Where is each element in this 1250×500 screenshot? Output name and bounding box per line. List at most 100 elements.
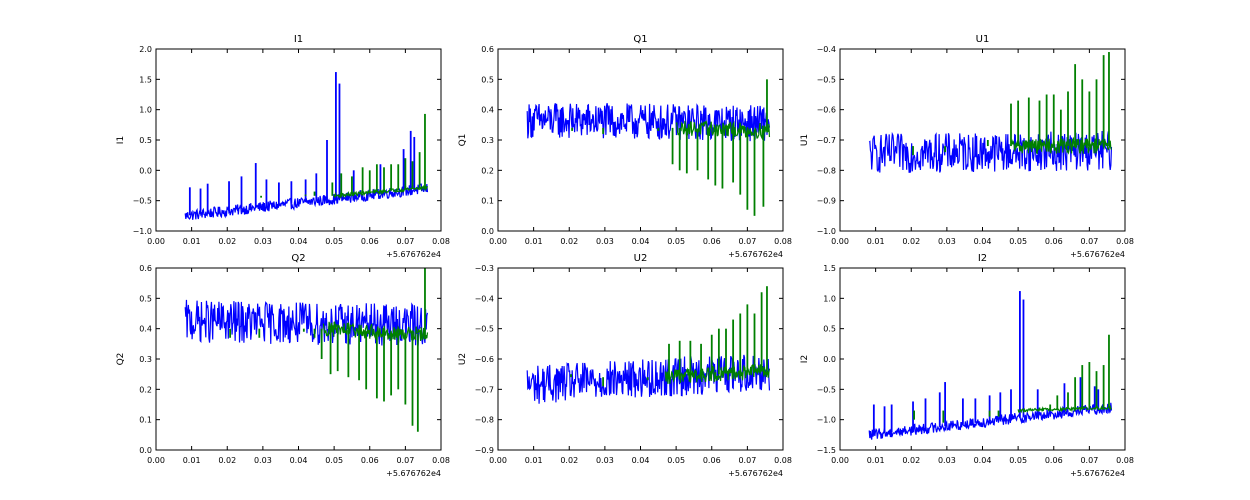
x-tick-label: 0.00	[147, 237, 165, 246]
x-tick-label: 0.00	[831, 456, 849, 465]
x-tick-label: 0.05	[1009, 237, 1027, 246]
x-tick-label: 0.08	[432, 456, 450, 465]
x-tick-label: 0.02	[560, 237, 578, 246]
x-tick-label: 0.00	[831, 237, 849, 246]
y-tick-label: −1.0	[817, 227, 836, 236]
x-tick-label: 0.01	[183, 237, 201, 246]
y-tick-label: −0.3	[475, 264, 494, 273]
x-tick-label: 0.00	[489, 237, 507, 246]
axes-frame	[839, 267, 1126, 451]
x-tick-label: 0.08	[1116, 237, 1134, 246]
plot-area	[526, 286, 771, 404]
y-tick-label: −0.5	[475, 325, 494, 334]
x-tick-label: 0.02	[218, 456, 236, 465]
y-tick-label: 0.6	[481, 45, 494, 54]
x-axis-offset-label: +5.676762e4	[728, 469, 783, 478]
x-tick-label: 0.00	[147, 456, 165, 465]
series-green-line	[664, 364, 771, 384]
chart-title: I2	[978, 253, 987, 264]
plot-area	[868, 291, 1113, 440]
panel-q1: 0.00 0.01 0.02 0.03 0.04 0.05 0.06 0.07 0.08 0.0 0…	[458, 34, 792, 259]
x-tick-label: 0.07	[396, 237, 414, 246]
y-axis-label: Q1	[458, 134, 468, 147]
y-tick-label: −0.6	[475, 355, 494, 364]
x-axis-offset-label: +5.676762e4	[386, 250, 441, 259]
panel-i2: 0.00 0.01 0.02 0.03 0.04 0.05 0.06 0.07 0.08 −1.5…	[800, 253, 1134, 478]
series-blue-line	[526, 354, 771, 404]
y-tick-label: 0.3	[139, 355, 152, 364]
x-tick-label: 0.04	[290, 456, 308, 465]
y-axis-label: U2	[458, 353, 468, 365]
y-tick-label: −0.8	[817, 166, 836, 175]
y-tick-label: 1.0	[823, 294, 836, 303]
y-tick-label: 0.2	[481, 166, 494, 175]
y-tick-label: 0.4	[139, 325, 152, 334]
x-tick-label: 0.03	[596, 456, 614, 465]
x-tick-label: 0.04	[632, 456, 650, 465]
x-tick-label: 0.06	[1045, 456, 1063, 465]
x-tick-label: 0.05	[667, 237, 685, 246]
series-blue-line	[184, 299, 429, 346]
x-tick-label: 0.03	[938, 237, 956, 246]
y-tick-label: 0.5	[481, 75, 494, 84]
plot-area	[184, 72, 429, 220]
series-blue-line	[526, 103, 771, 142]
y-tick-label: −1.5	[817, 446, 836, 455]
x-tick-label: 0.08	[432, 237, 450, 246]
y-tick-label: −0.5	[817, 385, 836, 394]
y-tick-label: 0.0	[139, 446, 152, 455]
series-blue-line	[868, 131, 1113, 173]
x-tick-label: 0.07	[396, 456, 414, 465]
y-tick-label: 0.2	[139, 385, 152, 394]
x-axis-offset-label: +5.676762e4	[1070, 469, 1125, 478]
plot-area	[868, 52, 1113, 173]
y-tick-label: −0.4	[475, 294, 494, 303]
x-tick-label: 0.01	[867, 456, 885, 465]
x-tick-label: 0.04	[632, 237, 650, 246]
x-tick-label: 0.05	[325, 237, 343, 246]
y-tick-label: 1.0	[139, 106, 152, 115]
chart-title: Q1	[633, 34, 647, 45]
x-tick-label: 0.02	[902, 237, 920, 246]
x-tick-label: 0.07	[738, 237, 756, 246]
x-tick-label: 0.01	[183, 456, 201, 465]
x-tick-label: 0.03	[938, 456, 956, 465]
x-tick-label: 0.03	[254, 456, 272, 465]
y-tick-label: −0.6	[817, 106, 836, 115]
y-tick-label: 1.5	[139, 75, 152, 84]
panel-i1: 0.00 0.01 0.02 0.03 0.04 0.05 0.06 0.07 0.08 −1.0…	[116, 34, 450, 259]
y-tick-label: −0.9	[475, 446, 494, 455]
y-tick-label: 0.0	[481, 227, 494, 236]
x-axis-offset-label: +5.676762e4	[728, 250, 783, 259]
x-tick-label: 0.06	[361, 237, 379, 246]
x-tick-label: 0.07	[1080, 456, 1098, 465]
y-tick-label: −0.5	[133, 197, 152, 206]
x-tick-label: 0.06	[703, 456, 721, 465]
chart-title: U2	[634, 253, 648, 264]
y-tick-label: −1.0	[133, 227, 152, 236]
y-tick-label: 0.5	[823, 325, 836, 334]
chart-title: U1	[976, 34, 990, 45]
y-axis-label: Q2	[116, 353, 126, 366]
y-tick-label: 1.5	[823, 264, 836, 273]
panel-u2: 0.00 0.01 0.02 0.03 0.04 0.05 0.06 0.07 0.08 −0.9…	[458, 253, 792, 478]
x-tick-label: 0.03	[254, 237, 272, 246]
x-tick-label: 0.01	[525, 237, 543, 246]
y-tick-label: 0.5	[139, 136, 152, 145]
x-tick-label: 0.06	[361, 456, 379, 465]
x-tick-label: 0.01	[525, 456, 543, 465]
plot-area	[184, 268, 429, 432]
y-tick-label: −1.0	[817, 416, 836, 425]
plot-area	[526, 79, 771, 216]
y-tick-label: −0.7	[817, 136, 836, 145]
y-tick-label: −0.8	[475, 416, 494, 425]
x-tick-label: 0.04	[290, 237, 308, 246]
x-tick-label: 0.08	[774, 237, 792, 246]
y-tick-label: 0.3	[481, 136, 494, 145]
x-tick-label: 0.02	[218, 237, 236, 246]
chart-title: Q2	[291, 253, 305, 264]
x-tick-label: 0.05	[1009, 456, 1027, 465]
y-tick-label: 0.1	[139, 416, 152, 425]
series-green-line	[1017, 404, 1112, 414]
